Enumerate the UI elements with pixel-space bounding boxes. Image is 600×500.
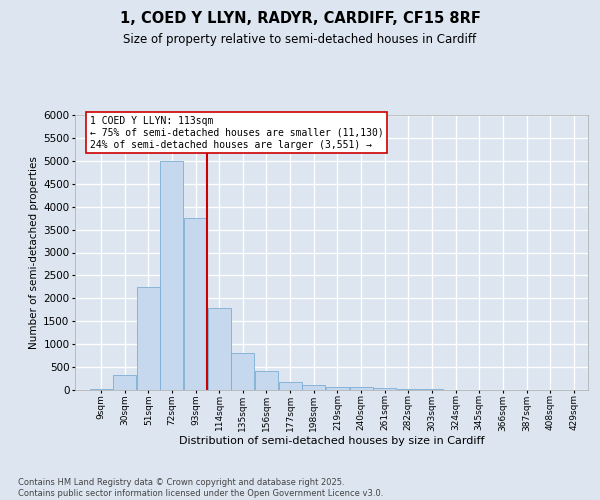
Bar bbox=[373, 388, 396, 390]
X-axis label: Distribution of semi-detached houses by size in Cardiff: Distribution of semi-detached houses by … bbox=[179, 436, 484, 446]
Text: Contains HM Land Registry data © Crown copyright and database right 2025.
Contai: Contains HM Land Registry data © Crown c… bbox=[18, 478, 383, 498]
Text: 1 COED Y LLYN: 113sqm
← 75% of semi-detached houses are smaller (11,130)
24% of : 1 COED Y LLYN: 113sqm ← 75% of semi-deta… bbox=[90, 116, 383, 150]
Bar bbox=[160, 161, 184, 390]
Bar bbox=[89, 389, 112, 390]
Bar bbox=[113, 376, 136, 390]
Bar bbox=[137, 287, 160, 390]
Bar bbox=[302, 384, 325, 390]
Bar bbox=[278, 382, 302, 390]
Text: 1, COED Y LLYN, RADYR, CARDIFF, CF15 8RF: 1, COED Y LLYN, RADYR, CARDIFF, CF15 8RF bbox=[119, 11, 481, 26]
Bar bbox=[350, 388, 373, 390]
Bar bbox=[184, 218, 207, 390]
Bar bbox=[208, 308, 230, 390]
Text: Size of property relative to semi-detached houses in Cardiff: Size of property relative to semi-detach… bbox=[124, 32, 476, 46]
Bar bbox=[255, 371, 278, 390]
Bar bbox=[232, 354, 254, 390]
Bar bbox=[397, 389, 420, 390]
Y-axis label: Number of semi-detached properties: Number of semi-detached properties bbox=[29, 156, 39, 349]
Bar bbox=[326, 387, 349, 390]
